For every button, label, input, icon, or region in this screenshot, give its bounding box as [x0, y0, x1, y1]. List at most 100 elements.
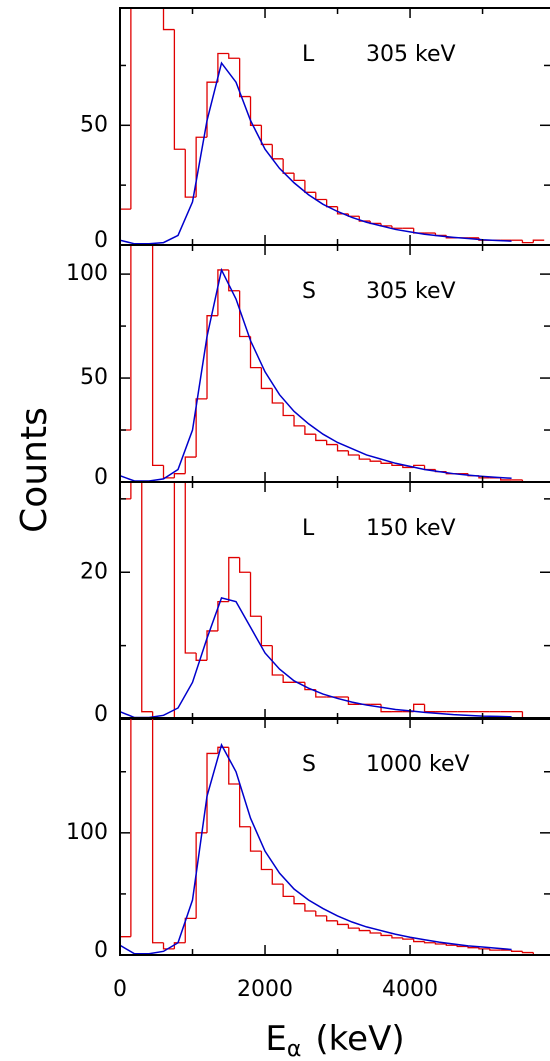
histogram-bin: [184, 456, 197, 474]
panel: [120, 718, 545, 955]
histogram-bin: [293, 173, 305, 182]
panel-frame: [119, 244, 550, 483]
histogram-bin: [120, 429, 131, 482]
histogram-bin: [151, 711, 164, 719]
histogram-bin: [293, 896, 305, 905]
histogram-bin: [315, 192, 327, 201]
panel-label: S: [302, 279, 316, 304]
panel-label: L: [302, 516, 315, 541]
histogram-bin: [151, 718, 164, 944]
fit-curve: [120, 742, 512, 955]
histogram-bin: [532, 239, 545, 243]
histogram-bin: [195, 136, 208, 198]
histogram-bin: [162, 8, 175, 31]
histogram-bin: [282, 403, 295, 417]
panel-frame: [119, 717, 550, 956]
histogram-bin: [315, 434, 327, 442]
histogram-bin: [304, 903, 316, 912]
histogram-bin: [130, 8, 132, 210]
histogram-bin: [304, 425, 316, 435]
panel-label: L: [302, 42, 315, 67]
panel-label: S: [302, 752, 316, 777]
histogram-bin: [423, 704, 436, 713]
histogram-bin: [130, 482, 132, 499]
histogram-bin: [369, 930, 382, 934]
histogram-bin: [184, 917, 197, 943]
histogram-bin: [260, 616, 273, 647]
x-tick-label: 0: [113, 977, 127, 1002]
histogram-bin: [282, 884, 295, 898]
histogram-bin: [238, 290, 251, 338]
y-tick-label: 0: [94, 228, 108, 253]
y-tick-label: 50: [80, 365, 108, 390]
histogram-bin: [249, 336, 262, 369]
histogram-bin: [380, 461, 392, 464]
histogram-bin: [249, 826, 262, 852]
panel-energy: 305 keV: [366, 279, 456, 304]
histogram-bin: [217, 600, 229, 631]
panel-energy: 1000 keV: [366, 752, 470, 777]
histogram-bin: [238, 58, 251, 98]
x-tick-label: 2000: [237, 977, 293, 1002]
histogram-bin: [206, 81, 218, 138]
histogram-bin: [358, 216, 371, 222]
histogram-bin: [162, 465, 175, 479]
histogram-bin: [413, 703, 425, 712]
histogram-bin: [162, 942, 175, 950]
histogram-bin: [206, 630, 218, 661]
histogram-bin: [347, 696, 360, 705]
histogram-bin: [195, 652, 208, 661]
histogram-bin: [391, 935, 403, 939]
histogram-bin: [217, 746, 229, 754]
histogram-bin: [467, 946, 479, 949]
histogram-bin: [184, 482, 197, 654]
histogram-bin: [358, 454, 371, 460]
x-axis-label-unit: (keV): [315, 1019, 404, 1059]
histogram-bin: [173, 29, 186, 150]
histogram-bin: [271, 144, 284, 160]
histogram-bin: [173, 482, 176, 719]
fit-curve: [120, 597, 512, 719]
panel: [120, 245, 545, 482]
x-tick-label: 4000: [382, 977, 438, 1002]
fit-curve: [120, 61, 512, 245]
histogram-bin: [510, 950, 523, 952]
histogram-bin: [238, 783, 251, 828]
histogram-bin: [293, 415, 305, 427]
x-axis-label: Eα (keV): [265, 1019, 404, 1061]
histogram-bin: [347, 450, 360, 456]
histogram-bin: [228, 53, 240, 59]
histogram-bin: [173, 473, 186, 478]
histogram-bin: [271, 388, 284, 404]
y-tick-label: 100: [66, 261, 108, 286]
histogram-bin: [336, 920, 349, 926]
histogram-bin: [217, 269, 229, 316]
histogram-bin: [434, 942, 447, 945]
histogram-bin: [217, 52, 229, 83]
panel: [120, 8, 545, 245]
histogram-bin: [326, 915, 338, 922]
histogram-bin: [195, 398, 208, 458]
histogram-bin: [206, 315, 218, 399]
histogram-bin: [206, 752, 218, 833]
histogram-bin: [260, 125, 273, 146]
histogram-bin: [369, 459, 382, 462]
histogram-bin: [326, 199, 338, 208]
histogram-bin: [184, 149, 197, 198]
histogram-bin: [445, 944, 458, 946]
histogram-bin: [521, 479, 534, 482]
y-tick-label: 100: [66, 820, 108, 845]
panel-energy: 305 keV: [366, 42, 456, 67]
histogram-bin: [402, 937, 414, 940]
histogram-bin: [271, 645, 284, 676]
histogram-bin: [358, 928, 371, 932]
histogram-bin: [282, 158, 295, 174]
histogram-bin: [380, 933, 392, 937]
x-axis-label-subscript: α: [287, 1037, 302, 1061]
histogram-bin: [347, 924, 360, 929]
histogram-bin: [282, 674, 295, 683]
histogram-bin: [238, 557, 251, 573]
histogram-bin: [130, 718, 132, 937]
histogram-bin: [260, 851, 273, 871]
